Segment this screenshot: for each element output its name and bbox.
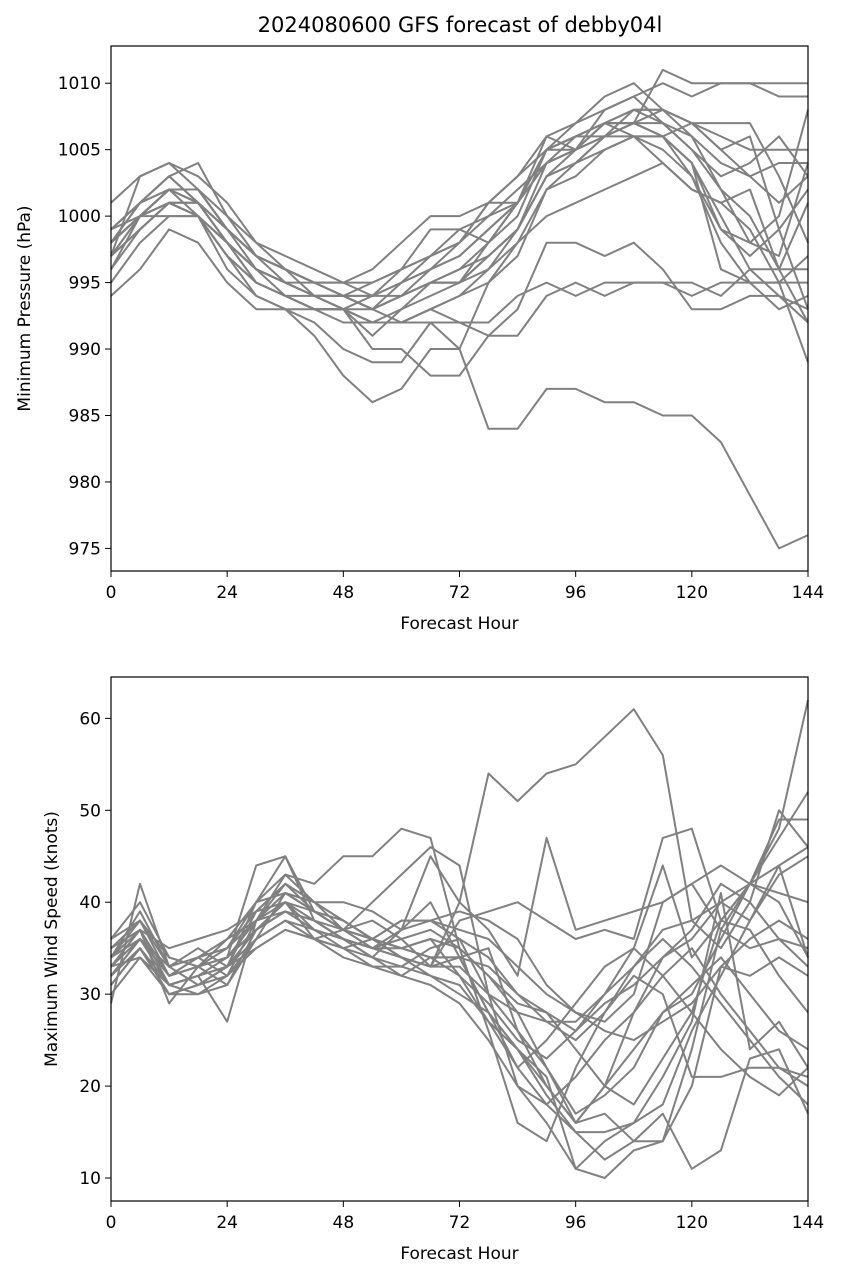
pressure-y-tick-label: 1005: [58, 141, 101, 161]
wind-x-tick-label: 24: [216, 1213, 238, 1233]
wind-series-line-16: [110, 882, 809, 1124]
pressure-series-line-1: [110, 215, 808, 324]
wind-y-tick-label: 60: [79, 709, 101, 729]
pressure-x-tick-label: 72: [449, 583, 471, 603]
pressure-y-tick-label: 990: [69, 340, 101, 360]
wind-y-axis-label: Maximum Wind Speed (knots): [42, 811, 62, 1067]
pressure-x-tick-label: 96: [565, 583, 587, 603]
wind-y-tick-label: 40: [79, 893, 101, 913]
wind-x-tick-label: 144: [792, 1213, 824, 1233]
wind-x-tick-label: 48: [333, 1213, 355, 1233]
pressure-series-line-19: [110, 135, 809, 324]
wind-y-tick-label: 30: [79, 985, 101, 1005]
pressure-series-line-8: [110, 108, 809, 311]
pressure-y-tick-label: 1010: [58, 74, 101, 94]
pressure-series-line-6: [110, 122, 809, 324]
wind-x-tick-label: 120: [676, 1213, 708, 1233]
wind-x-axis-label: Forecast Hour: [400, 1244, 518, 1264]
wind-series-line-17: [110, 919, 809, 1106]
wind-series-line-19: [110, 928, 809, 1097]
wind-series-line-14: [110, 818, 808, 1179]
wind-y-tick-label: 50: [79, 801, 101, 821]
pressure-x-tick-label: 144: [792, 583, 824, 603]
wind-x-ticks: 0 24 48 72 96 120 144: [106, 1201, 824, 1233]
pressure-y-tick-label: 985: [69, 406, 101, 426]
wind-x-tick-label: 72: [449, 1213, 471, 1233]
pressure-series-line-7: [110, 108, 809, 311]
pressure-x-tick-label: 0: [106, 583, 117, 603]
pressure-y-tick-label: 975: [69, 539, 101, 559]
pressure-panel: 0 24 48 72 96 120 144 975 980 985 990 995 1000 1005 1…: [15, 45, 824, 634]
pressure-series-line-20: [110, 122, 809, 297]
pressure-y-ticks: 975 980 985 990 995 1000 1005 1010: [58, 74, 111, 559]
pressure-series-lines: [110, 68, 809, 550]
pressure-y-tick-label: 1000: [58, 207, 101, 227]
chart-title: 2024080600 GFS forecast of debby04l: [258, 13, 663, 37]
pressure-x-tick-label: 48: [333, 583, 355, 603]
wind-x-tick-label: 0: [106, 1213, 117, 1233]
pressure-y-tick-label: 995: [69, 274, 101, 294]
pressure-x-ticks: 0 24 48 72 96 120 144: [106, 571, 824, 603]
pressure-y-tick-label: 980: [69, 473, 101, 493]
pressure-x-tick-label: 24: [216, 583, 238, 603]
wind-y-ticks: 10 20 30 40 50 60: [79, 709, 111, 1189]
wind-series-line-20: [110, 882, 809, 1032]
pressure-series-line-14: [110, 122, 809, 324]
pressure-series-line-3: [110, 228, 809, 550]
pressure-x-axis-label: Forecast Hour: [400, 614, 518, 634]
wind-series-line-10: [110, 892, 809, 1170]
wind-panel: 0 24 48 72 96 120 144 10 20 30 40 50 60 Forecast Ho…: [42, 676, 824, 1264]
pressure-y-axis-label: Minimum Pressure (hPa): [15, 205, 35, 411]
pressure-x-tick-label: 120: [676, 583, 708, 603]
wind-y-tick-label: 20: [79, 1077, 101, 1097]
wind-x-tick-label: 96: [565, 1213, 587, 1233]
wind-series-line-13: [110, 827, 809, 1023]
wind-series-line-18: [110, 901, 809, 1106]
pressure-series-line-18: [110, 135, 809, 311]
wind-y-tick-label: 10: [79, 1169, 101, 1189]
wind-series-lines: [110, 699, 809, 1179]
